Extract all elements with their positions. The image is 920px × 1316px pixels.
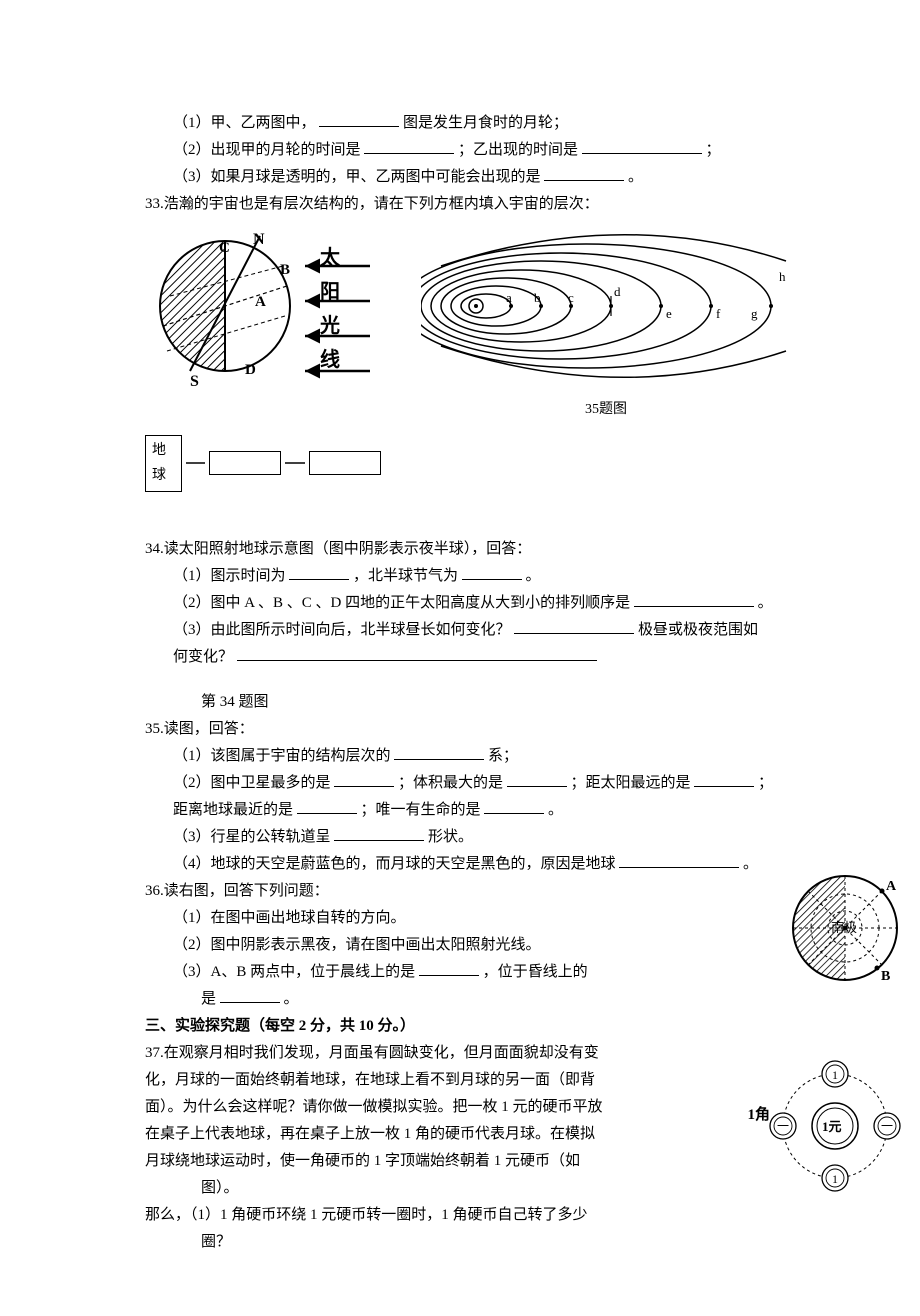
svg-text:a: a (506, 290, 512, 305)
flow-blank-1[interactable] (209, 451, 281, 475)
blank[interactable] (334, 825, 424, 841)
svg-text:d: d (614, 284, 621, 299)
svg-text:g: g (751, 306, 758, 321)
flow-blank-2[interactable] (309, 451, 381, 475)
blank[interactable] (694, 771, 754, 787)
blank[interactable] (462, 564, 522, 580)
q32-sub3-a: （3）如果月球是透明的，甲、乙两图中可能会出现的是 (173, 169, 541, 185)
q37-sub1: 那么，（1）1 角硬币环绕 1 元硬币转一圈时，1 角硬币自己转了多少 (145, 1202, 790, 1229)
figures-row: N S C B A D 太 阳 光 线 地球 (145, 226, 790, 492)
q34-caption: 第 34 题图 (145, 689, 790, 716)
blank[interactable] (507, 771, 567, 787)
blank[interactable] (619, 852, 739, 868)
q35-sub2: （2）图中卫星最多的是 ；体积最大的是 ；距太阳最远的是 ； (145, 770, 790, 797)
q32-sub3-b: 。 (628, 169, 643, 185)
q32-sub1: （1）甲、乙两图中， 图是发生月食时的月轮； (145, 110, 790, 137)
svg-text:光: 光 (319, 314, 340, 337)
svg-text:线: 线 (320, 347, 340, 371)
q37-sub1-cont: 圈？ (145, 1229, 790, 1256)
q37-l4: 在桌子上代表地球，再在桌子上放一枚 1 角的硬币代表月球。在模拟 (145, 1121, 790, 1148)
svg-text:A: A (255, 294, 266, 310)
svg-text:1: 1 (832, 1068, 838, 1082)
q35-sub1: （1）该图属于宇宙的结构层次的 系； (145, 743, 790, 770)
svg-text:h: h (779, 269, 786, 284)
q32-sub1-b: 图是发生月食时的月轮； (403, 115, 568, 131)
south-pole-diagram: A B 南极 (785, 868, 905, 998)
q32-sub2-b: ；乙出现的时间是 (458, 142, 578, 158)
blank[interactable] (364, 138, 454, 154)
hierarchy-flow: 地球 (145, 435, 381, 491)
q36-sub2: （2）图中阴影表示黑夜，请在图中画出太阳照射光线。 (145, 932, 790, 959)
q32-sub2: （2）出现甲的月轮的时间是 ；乙出现的时间是 ； (145, 137, 790, 164)
svg-text:B: B (881, 969, 890, 984)
svg-text:f: f (716, 306, 721, 321)
q32-sub1-a: （1）甲、乙两图中， (173, 115, 316, 131)
side-label-1jiao: 1角 (747, 1102, 770, 1129)
svg-text:阳: 阳 (320, 280, 340, 303)
q34-sub3-cont: 何变化？ (145, 644, 790, 671)
svg-text:A: A (886, 879, 897, 894)
svg-text:c: c (568, 290, 574, 305)
q34-stem: 34.读太阳照射地球示意图（图中阴影表示夜半球），回答： (145, 536, 790, 563)
svg-text:e: e (666, 306, 672, 321)
q35-sub3: （3）行星的公转轨道呈 形状。 (145, 824, 790, 851)
blank[interactable] (237, 645, 597, 661)
center-coin-label: 1元 (822, 1119, 842, 1134)
svg-text:B: B (280, 262, 290, 278)
blank[interactable] (514, 618, 634, 634)
q34-sub2: （2）图中 A 、B 、C 、D 四地的正午太阳高度从大到小的排列顺序是 。 (145, 590, 790, 617)
svg-text:b: b (534, 290, 541, 305)
blank[interactable] (297, 798, 357, 814)
svg-text:D: D (245, 362, 256, 378)
blank[interactable] (544, 165, 624, 181)
q36-sub3: （3）A、B 两点中，位于晨线上的是 ，位于昏线上的 (145, 959, 790, 986)
q36-stem: 36.读右图，回答下列问题： (145, 878, 790, 905)
q36-block: A B 南极 36.读右图，回答下列问题： （1）在图中画出地球自转的方向。 （… (145, 878, 790, 1013)
q33-stem: 33.浩瀚的宇宙也是有层次结构的，请在下列方框内填入宇宙的层次： (145, 191, 790, 218)
q37-l2: 化，月球的一面始终朝着地球，在地球上看不到月球的另一面（即背 (145, 1067, 790, 1094)
svg-text:一: 一 (777, 1119, 789, 1133)
blank[interactable] (220, 987, 280, 1003)
q37-block: 1元 1 一 1 一 1角 37.在观察 (145, 1040, 790, 1256)
blank[interactable] (319, 111, 399, 127)
q32-sub2-c: ； (706, 142, 721, 158)
q36-sub1: （1）在图中画出地球自转的方向。 (145, 905, 790, 932)
coin-diagram: 1元 1 一 1 一 (765, 1046, 905, 1211)
blank[interactable] (334, 771, 394, 787)
fig35-caption: 35题图 (421, 397, 791, 422)
solar-system-diagram: a b c d e f g h 35题图 (421, 226, 791, 422)
q32-sub2-a: （2）出现甲的月轮的时间是 (173, 142, 361, 158)
q37-l6: 图）。 (145, 1175, 790, 1202)
q37-l5: 月球绕地球运动时，使一角硬币的 1 字顶端始终朝着 1 元硬币（如 (145, 1148, 790, 1175)
blank[interactable] (484, 798, 544, 814)
blank[interactable] (419, 960, 479, 976)
q37-l3: 面）。为什么会这样呢？请你做一做模拟实验。把一枚 1 元的硬币平放 (145, 1094, 790, 1121)
svg-text:C: C (219, 240, 230, 256)
south-pole-label: 南极 (831, 920, 857, 935)
q32-sub3: （3）如果月球是透明的，甲、乙两图中可能会出现的是 。 (145, 164, 790, 191)
svg-text:一: 一 (881, 1119, 893, 1133)
svg-text:1: 1 (832, 1172, 838, 1186)
q34-sub3: （3）由此图所示时间向后，北半球昼长如何变化？ 极昼或极夜范围如 (145, 617, 790, 644)
sun-label: 太 (320, 246, 341, 269)
q37-l1: 37.在观察月相时我们发现，月面虽有圆缺变化，但月面面貌却没有变 (145, 1040, 790, 1067)
svg-text:S: S (190, 373, 199, 390)
section-3-heading: 三、实验探究题（每空 2 分，共 10 分。） (145, 1013, 790, 1040)
q34-sub1: （1）图示时间为 ，北半球节气为 。 (145, 563, 790, 590)
q36-sub3-cont: 是 。 (145, 986, 790, 1013)
blank[interactable] (289, 564, 349, 580)
q35-stem: 35.读图，回答： (145, 716, 790, 743)
q35-sub2-cont: 距离地球最近的是 ；唯一有生命的是 。 (145, 797, 790, 824)
svg-text:N: N (253, 231, 265, 248)
blank[interactable] (394, 744, 484, 760)
earth-diagram: N S C B A D 太 阳 光 线 地球 (145, 226, 381, 492)
flow-earth: 地球 (145, 435, 182, 491)
q35-sub4: （4）地球的天空是蔚蓝色的，而月球的天空是黑色的，原因是地球 。 (145, 851, 790, 878)
blank[interactable] (582, 138, 702, 154)
blank[interactable] (634, 591, 754, 607)
